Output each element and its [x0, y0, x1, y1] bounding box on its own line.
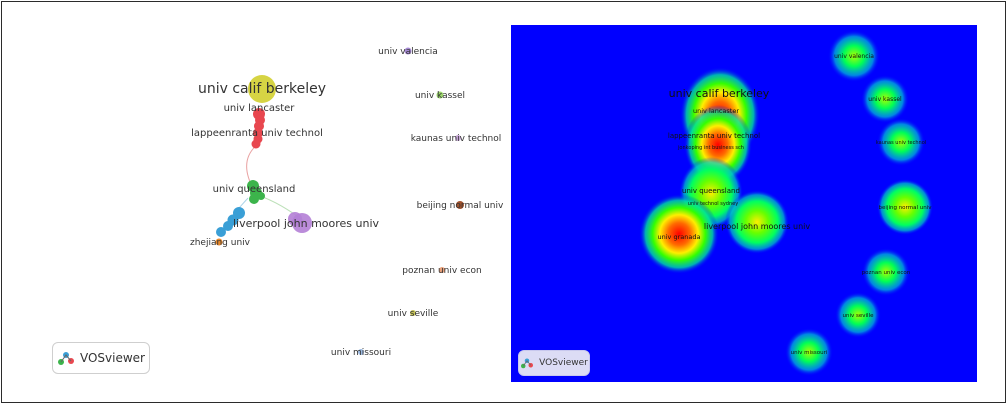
density-valencia [828, 30, 880, 82]
node-orange[interactable] [215, 238, 223, 246]
network-visualization-panel: univ calif berkeley univ lancaster lappe… [2, 2, 507, 402]
vosviewer-logo-icon [57, 352, 74, 365]
density-label-univ-granada: univ granada [658, 233, 701, 241]
label-beijing-normal-univ: beijing normal univ [417, 201, 504, 211]
density-label-liverpool-john-moores-univ: liverpool john moores univ [704, 222, 811, 231]
label-zhejiang-univ: zhejiang univ [190, 238, 251, 248]
density-liverpool [725, 190, 789, 254]
label-univ-seville: univ seville [388, 309, 439, 319]
cluster-green [247, 180, 265, 204]
label-lappeenranta-univ-technol: lappeenranta univ technol [191, 128, 323, 139]
density-label-kaunas-univ-technol: kaunas univ technol [876, 140, 926, 146]
label-univ-valencia: univ valencia [378, 47, 438, 57]
density-label-jonkoping-int-business-sch: jonkoping int business sch [677, 145, 744, 151]
vosviewer-logo-icon [521, 358, 534, 369]
density-map: univ calif berkeley univ lancaster lappe… [639, 30, 933, 376]
density-label-univ-calif-berkeley: univ calif berkeley [669, 87, 770, 100]
node-univ-missouri[interactable] [358, 349, 364, 355]
node-green-4[interactable] [257, 192, 265, 200]
label-poznan-univ-econ: poznan univ econ [402, 266, 482, 276]
density-kassel [861, 75, 909, 123]
density-kaunas [877, 118, 925, 166]
density-granada [639, 194, 719, 274]
node-univ-calif-berkeley[interactable] [248, 75, 276, 103]
node-purple-2[interactable] [288, 212, 302, 226]
cluster-red [251, 108, 265, 149]
node-zhejiang-univ[interactable] [216, 227, 226, 237]
density-label-univ-valencia: univ valencia [834, 53, 874, 60]
density-label-univ-missouri: univ missouri [791, 350, 828, 356]
density-visualization-panel: univ calif berkeley univ lancaster lappe… [511, 25, 977, 382]
node-green-3[interactable] [249, 194, 259, 204]
node-beijing-normal-univ[interactable] [456, 201, 464, 209]
cluster-purple [288, 212, 312, 233]
vosviewer-logo-right: VOSviewer [518, 350, 590, 376]
label-univ-kassel: univ kassel [415, 91, 465, 101]
node-poznan-univ-econ[interactable] [439, 267, 445, 273]
density-beijing [877, 179, 933, 235]
isolated-nodes [358, 47, 464, 355]
density-seville [835, 292, 881, 338]
density-label-univ-kassel: univ kassel [868, 96, 902, 103]
vosviewer-logo-text: VOSviewer [79, 351, 145, 365]
density-label-beijing-normal-univ: beijing normal univ [879, 205, 933, 211]
node-univ-seville[interactable] [410, 310, 416, 316]
density-poznan [862, 248, 910, 296]
label-liverpool-john-moores-univ: liverpool john moores univ [233, 217, 380, 230]
density-label-univ-queensland: univ queensland [682, 187, 740, 195]
node-kaunas-univ-technol[interactable] [455, 135, 461, 141]
label-univ-lancaster: univ lancaster [224, 103, 296, 114]
label-univ-calif-berkeley: univ calif berkeley [198, 81, 326, 97]
density-label-lappeenranta-univ-technol: lappeenranta univ technol [668, 132, 760, 140]
density-label-univ-seville: univ seville [843, 313, 875, 319]
density-label-univ-technol-sydney: univ technol sydney [688, 201, 738, 207]
label-kaunas-univ-technol: kaunas univ technol [411, 134, 502, 144]
node-univ-kassel[interactable] [436, 91, 444, 99]
cluster-blue [215, 207, 245, 246]
node-red-6[interactable] [251, 139, 261, 149]
network-map: univ calif berkeley univ lancaster lappe… [190, 47, 504, 358]
density-missouri [785, 328, 833, 376]
vosviewer-logo-left: VOSviewer [52, 342, 150, 374]
density-blobs [639, 30, 933, 376]
density-label-univ-lancaster: univ lancaster [693, 107, 739, 115]
label-univ-queensland: univ queensland [213, 184, 296, 195]
vosviewer-logo-text: VOSviewer [539, 358, 588, 368]
node-univ-valencia[interactable] [404, 47, 412, 55]
label-univ-missouri: univ missouri [331, 348, 391, 358]
density-label-poznan-univ-econ: poznan univ econ [862, 270, 911, 276]
node-blue-3[interactable] [223, 221, 233, 231]
